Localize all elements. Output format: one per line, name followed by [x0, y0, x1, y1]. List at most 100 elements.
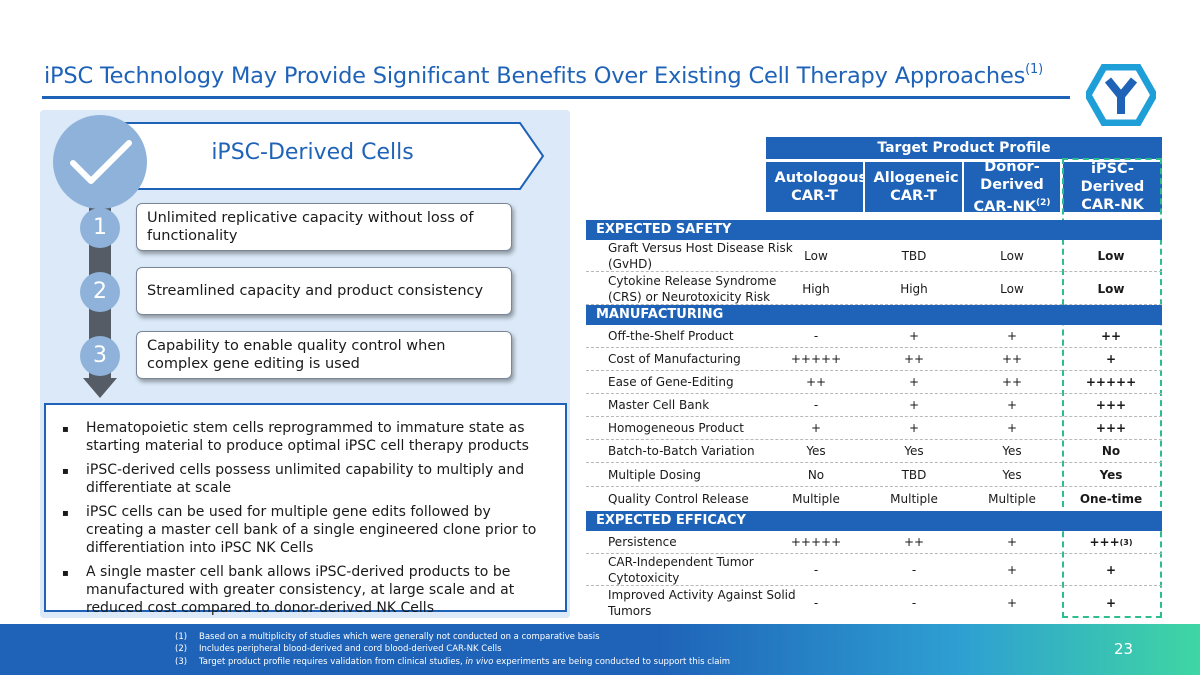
cell-ipsc-derived: ++ [1100, 329, 1122, 343]
cell-autologous: +++++ [790, 535, 842, 549]
cell-allogeneic: + [908, 421, 920, 435]
cell-donor-derived: ++ [1001, 352, 1023, 366]
cell-autologous: No [807, 467, 825, 482]
cell-donor-derived: Low [1000, 281, 1024, 296]
benefit-card-2: Streamlined capacity and product consist… [136, 267, 512, 315]
cell-autologous: Low [804, 248, 828, 263]
table-row: Quality Control Release Multiple Multipl… [586, 487, 1162, 511]
timeline-arrow-icon [83, 378, 117, 398]
cell-autologous: Multiple [792, 492, 840, 506]
cell-autologous: - [813, 329, 819, 343]
benefit-card-1: Unlimited replicative capacity without l… [136, 203, 512, 251]
bullet-text: iPSC cells can be used for multiple gene… [86, 504, 537, 556]
footnote-text: Based on a multiplicity of studies which… [199, 632, 600, 642]
table-row: CAR-Independent Tumor Cytotoxicity - - +… [586, 554, 1162, 586]
cell-autologous: - [813, 398, 819, 412]
table-row: Off-the-Shelf Product - + + ++ [586, 325, 1162, 348]
benefit-card-3: Capability to enable quality control whe… [136, 331, 512, 379]
benefit-number-1: 1 [80, 208, 120, 248]
cell-value: +++ [1089, 535, 1120, 549]
footnote-italic-text: in vivo [465, 657, 494, 667]
cell-allogeneic: + [908, 329, 920, 343]
table-row: Multiple Dosing No TBD Yes Yes [586, 463, 1162, 487]
cell-autologous: - [813, 596, 819, 610]
section-manufacturing: MANUFACTURING [586, 305, 1162, 325]
checkmark-badge [53, 115, 147, 209]
bullet-item: ▪ iPSC-derived cells possess unlimited ca… [60, 461, 551, 497]
cell-donor-derived: + [1006, 596, 1018, 610]
cell-ipsc-derived: One-time [1079, 492, 1143, 506]
cell-donor-derived: + [1006, 562, 1018, 577]
column-header-text: Autologous CAR-T [774, 170, 868, 204]
cell-ipsc-derived: + [1105, 596, 1117, 610]
cell-donor-derived: Multiple [988, 492, 1036, 506]
cell-ipsc-derived: +++ [1095, 421, 1127, 435]
bullet-text: Hematopoietic stem cells reprogrammed to… [86, 420, 529, 454]
footnote-3: (3) Target product profile requires valid… [175, 657, 730, 667]
table-row: Master Cell Bank - + + +++ [586, 394, 1162, 417]
footnote-text: experiments are being conducted to suppo… [493, 657, 731, 667]
row-label: Off-the-Shelf Product [608, 329, 734, 343]
cell-ipsc-derived: + [1105, 352, 1117, 366]
cell-donor-derived: + [1006, 329, 1018, 343]
cell-autologous: ++ [805, 375, 827, 389]
cell-allogeneic: ++ [903, 352, 925, 366]
column-header-allogeneic: Allogeneic CAR-T [865, 162, 962, 212]
checkmark-icon [70, 140, 132, 184]
cell-allogeneic: TBD [901, 467, 927, 482]
section-expected-safety: EXPECTED SAFETY [586, 220, 1162, 240]
column-header-autologous: Autologous CAR-T [766, 162, 868, 212]
benefit-text: Streamlined capacity and product consist… [147, 283, 484, 299]
footnote-2: (2) Includes peripheral blood-derived and… [175, 644, 502, 654]
cell-ipsc-derived: +++ (3) [1063, 531, 1159, 553]
page-title: iPSC Technology May Provide Significant … [44, 62, 1043, 89]
cell-donor-derived: Low [1000, 248, 1024, 263]
cell-ipsc-derived: Yes [1099, 467, 1123, 482]
target-product-profile-header: Target Product Profile [766, 137, 1162, 159]
column-header-ipsc-derived: iPSC-Derived CAR-NK [1063, 161, 1162, 213]
cell-autologous: - [813, 562, 819, 577]
table-row: Batch-to-Batch Variation Yes Yes Yes No [586, 440, 1162, 463]
cell-ipsc-derived: Low [1097, 248, 1125, 263]
footer-bar [0, 624, 1200, 675]
cell-donor-derived: + [1006, 398, 1018, 412]
cell-allogeneic: High [900, 281, 928, 296]
benefit-number-2: 2 [80, 272, 120, 312]
bullet-marker-icon: ▪ [62, 466, 69, 477]
cell-allogeneic: - [911, 596, 917, 610]
footnote-text: Target product profile requires validati… [199, 657, 466, 667]
cell-autologous: + [810, 421, 822, 435]
cell-autologous: High [802, 281, 830, 296]
row-label: Multiple Dosing [608, 467, 701, 482]
y-hexagon-logo-icon [1086, 64, 1156, 126]
column-footnote-ref: (2) [1035, 198, 1051, 208]
footnote-number: (2) [175, 644, 188, 654]
footnote-text: Includes peripheral blood-derived and co… [199, 644, 502, 654]
bullet-marker-icon: ▪ [62, 568, 69, 579]
table-row: Improved Activity Against Solid Tumors -… [586, 587, 1162, 619]
table-row: Homogeneous Product + + + +++ [586, 417, 1162, 440]
ipsc-banner [120, 122, 545, 190]
table-row: Cytokine Release Syndrome (CRS) or Neuro… [586, 273, 1162, 305]
cell-allogeneic: + [908, 375, 920, 389]
row-label: Ease of Gene-Editing [608, 375, 734, 389]
cell-ipsc-derived: No [1101, 444, 1121, 458]
column-header-label: Donor-Derived CAR-NK [973, 159, 1044, 215]
bullet-item: ▪ A single master cell bank allows iPSC-d… [60, 563, 551, 617]
cell-allogeneic: Yes [904, 444, 924, 458]
section-expected-efficacy: EXPECTED EFFICACY [586, 511, 1162, 531]
cell-donor-derived: + [1006, 535, 1018, 549]
column-header-text: iPSC-Derived CAR-NK [1080, 161, 1145, 213]
page-number: 23 [1114, 640, 1134, 658]
bullet-item: ▪ Hematopoietic stem cells reprogrammed t… [60, 419, 551, 455]
table-row: Ease of Gene-Editing ++ + ++ +++++ [586, 371, 1162, 394]
row-label: Graft Versus Host Disease Risk (GvHD) [608, 240, 793, 271]
cell-ipsc-derived: +++++ [1085, 375, 1137, 389]
column-header-text: Donor-Derived CAR-NK(2) [972, 158, 1052, 216]
cell-allogeneic: + [908, 398, 920, 412]
bullet-text: A single master cell bank allows iPSC-de… [86, 564, 515, 616]
row-label: Cost of Manufacturing [608, 352, 741, 366]
cell-donor-derived: ++ [1001, 375, 1023, 389]
bullet-marker-icon: ▪ [62, 424, 69, 435]
bullet-item: ▪ iPSC cells can be used for multiple gen… [60, 503, 551, 557]
